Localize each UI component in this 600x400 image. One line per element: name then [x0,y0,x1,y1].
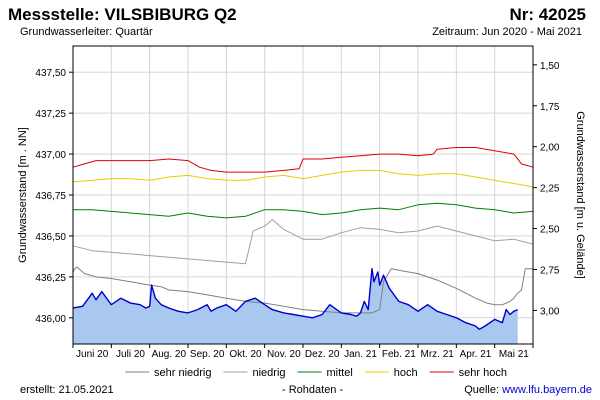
series-fill-rohdaten [73,268,518,344]
legend: sehr niedrig niedrig mittel hoch sehr hoch [125,367,507,379]
source-link[interactable]: www.lfu.bayern.de [502,384,592,396]
y-right-axis-label: Grundwasserstand [m u. Gelände] [574,111,586,279]
x-tick-label: Feb. 21 [382,349,416,360]
series-line-mittel [73,202,534,219]
x-tick-label: Mrz. 21 [420,349,454,360]
x-tick-label: Juli 20 [116,349,145,360]
y-left-tick-label: 437,50 [35,68,66,79]
series-line-niedrig [72,219,534,265]
x-tick-label: Juni 20 [76,349,109,360]
x-tick-label: Dez. 20 [305,349,340,360]
y-right-tick-label: 2,75 [540,266,560,277]
axes: 436,00 436,25 436,50 436,75 437,00 437,25 437,… [35,61,559,360]
legend-label-mittel: mittel [327,367,353,379]
y-right-tick-label: 1,75 [540,102,560,113]
y-left-axis-label: Grundwasserstand [m . NN] [17,127,29,263]
legend-label-niedrig: niedrig [252,367,285,379]
y-right-tick-label: 3,00 [540,306,560,317]
x-tick-label: Mai 21 [499,349,529,360]
legend-label-sehr-niedrig: sehr niedrig [154,367,211,379]
y-right-tick-label: 2,00 [540,143,560,154]
station-number: Nr: 42025 [509,5,586,24]
page-title: Messstelle: VILSBIBURG Q2 [8,5,237,24]
y-left-tick-label: 436,75 [35,191,66,202]
legend-label-sehr-hoch: sehr hoch [459,367,507,379]
legend-label-hoch: hoch [394,367,418,379]
source-label: Quelle: [464,384,500,396]
y-right-tick-label: 2,25 [540,184,560,195]
series-lines [72,147,534,330]
x-tick-label: Aug. 20 [152,349,187,360]
aquifer-label: Grundwasserleiter: Quartär [20,26,153,38]
y-left-tick-label: 436,25 [35,273,66,284]
rohdaten-fill [73,268,518,344]
x-tick-label: Sep. 20 [190,349,225,360]
y-right-tick-label: 1,50 [540,61,560,72]
y-right-tick-label: 2,50 [540,225,560,236]
x-tick-label: Nov. 20 [267,349,301,360]
series-line-rohdaten [72,268,518,330]
y-left-tick-label: 436,00 [35,314,66,325]
y-left-tick-label: 437,00 [35,150,66,161]
y-left-tick-label: 436,50 [35,232,66,243]
period-label: Zeitraum: Jun 2020 - Mai 2021 [432,26,582,38]
raw-data-note: - Rohdaten - [282,384,344,396]
series-line-hoch [72,169,534,188]
source: Quelle: www.lfu.bayern.de [464,384,592,396]
y-left-tick-label: 437,25 [35,109,66,120]
x-tick-label: Okt. 20 [229,349,262,360]
x-tick-label: Apr. 21 [460,349,492,360]
series-line-sehr-hoch [72,147,534,173]
created-date: erstellt: 21.05.2021 [20,384,114,396]
x-tick-label: Jan. 21 [344,349,377,360]
